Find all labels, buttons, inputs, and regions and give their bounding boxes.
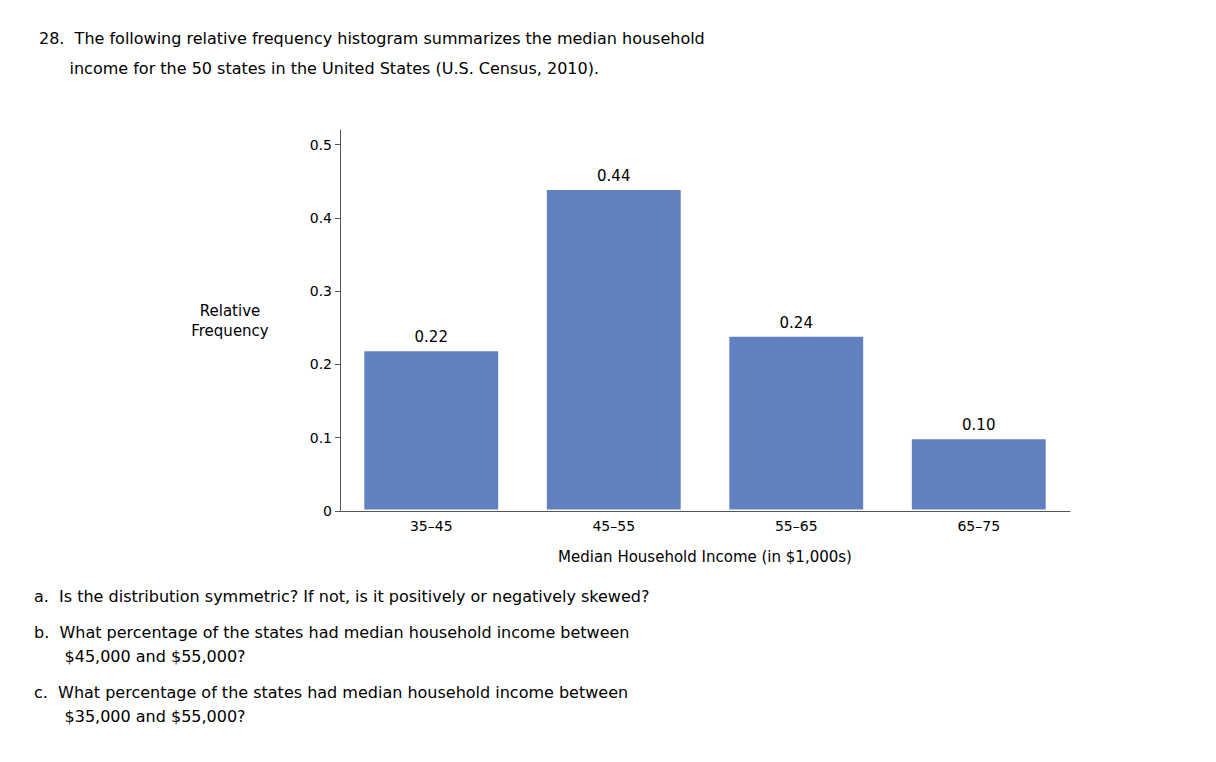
svg-text:28. The following relative fr: 28. The following relative frequency his… (39, 29, 705, 48)
svg-text:a. Is the distribution symmet: a. Is the distribution symmetric? If not… (34, 587, 649, 606)
svg-text:0.4: 0.4 (310, 210, 332, 226)
svg-text:55–65: 55–65 (775, 518, 818, 534)
svg-text:35–45: 35–45 (410, 518, 453, 534)
svg-text:65–75: 65–75 (957, 518, 1000, 534)
svg-text:b. What percentage of the sta: b. What percentage of the states had med… (34, 623, 630, 642)
svg-text:0.24: 0.24 (780, 314, 813, 332)
svg-text:c. What percentage of the sta: c. What percentage of the states had med… (34, 683, 628, 702)
svg-text:0.10: 0.10 (962, 416, 995, 434)
svg-text:0.1: 0.1 (310, 430, 332, 446)
svg-text:$45,000 and $55,000?: $45,000 and $55,000? (34, 647, 246, 666)
svg-text:0.2: 0.2 (310, 356, 332, 372)
svg-text:0.3: 0.3 (310, 283, 332, 299)
svg-text:Relative: Relative (200, 302, 261, 320)
svg-text:0.5: 0.5 (310, 137, 332, 153)
svg-text:Median Household Income (in $1: Median Household Income (in $1,000s) (558, 548, 852, 566)
svg-text:0.22: 0.22 (415, 328, 448, 346)
svg-text:Frequency: Frequency (191, 322, 269, 340)
svg-text:0: 0 (323, 503, 332, 519)
svg-text:$35,000 and $55,000?: $35,000 and $55,000? (34, 707, 246, 726)
svg-text:45–55: 45–55 (592, 518, 635, 534)
svg-text:0.44: 0.44 (597, 167, 630, 185)
svg-text:income for the 50 states in th: income for the 50 states in the United S… (39, 59, 599, 78)
